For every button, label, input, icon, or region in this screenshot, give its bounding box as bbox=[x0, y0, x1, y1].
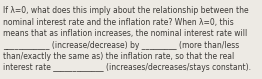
Text: means that as inflation increases, the nominal interest rate will: means that as inflation increases, the n… bbox=[3, 29, 247, 38]
Text: If λ=0, what does this imply about the relationship between the: If λ=0, what does this imply about the r… bbox=[3, 6, 249, 15]
Text: ____________ (increase/decrease) by _________ (more than/less: ____________ (increase/decrease) by ____… bbox=[3, 41, 239, 50]
Text: nominal interest rate and the inflation rate? When λ=0, this: nominal interest rate and the inflation … bbox=[3, 18, 234, 26]
Text: interest rate _____________ (increases/decreases/stays constant).: interest rate _____________ (increases/d… bbox=[3, 64, 251, 73]
Text: than/exactly the same as) the inflation rate, so that the real: than/exactly the same as) the inflation … bbox=[3, 52, 234, 61]
